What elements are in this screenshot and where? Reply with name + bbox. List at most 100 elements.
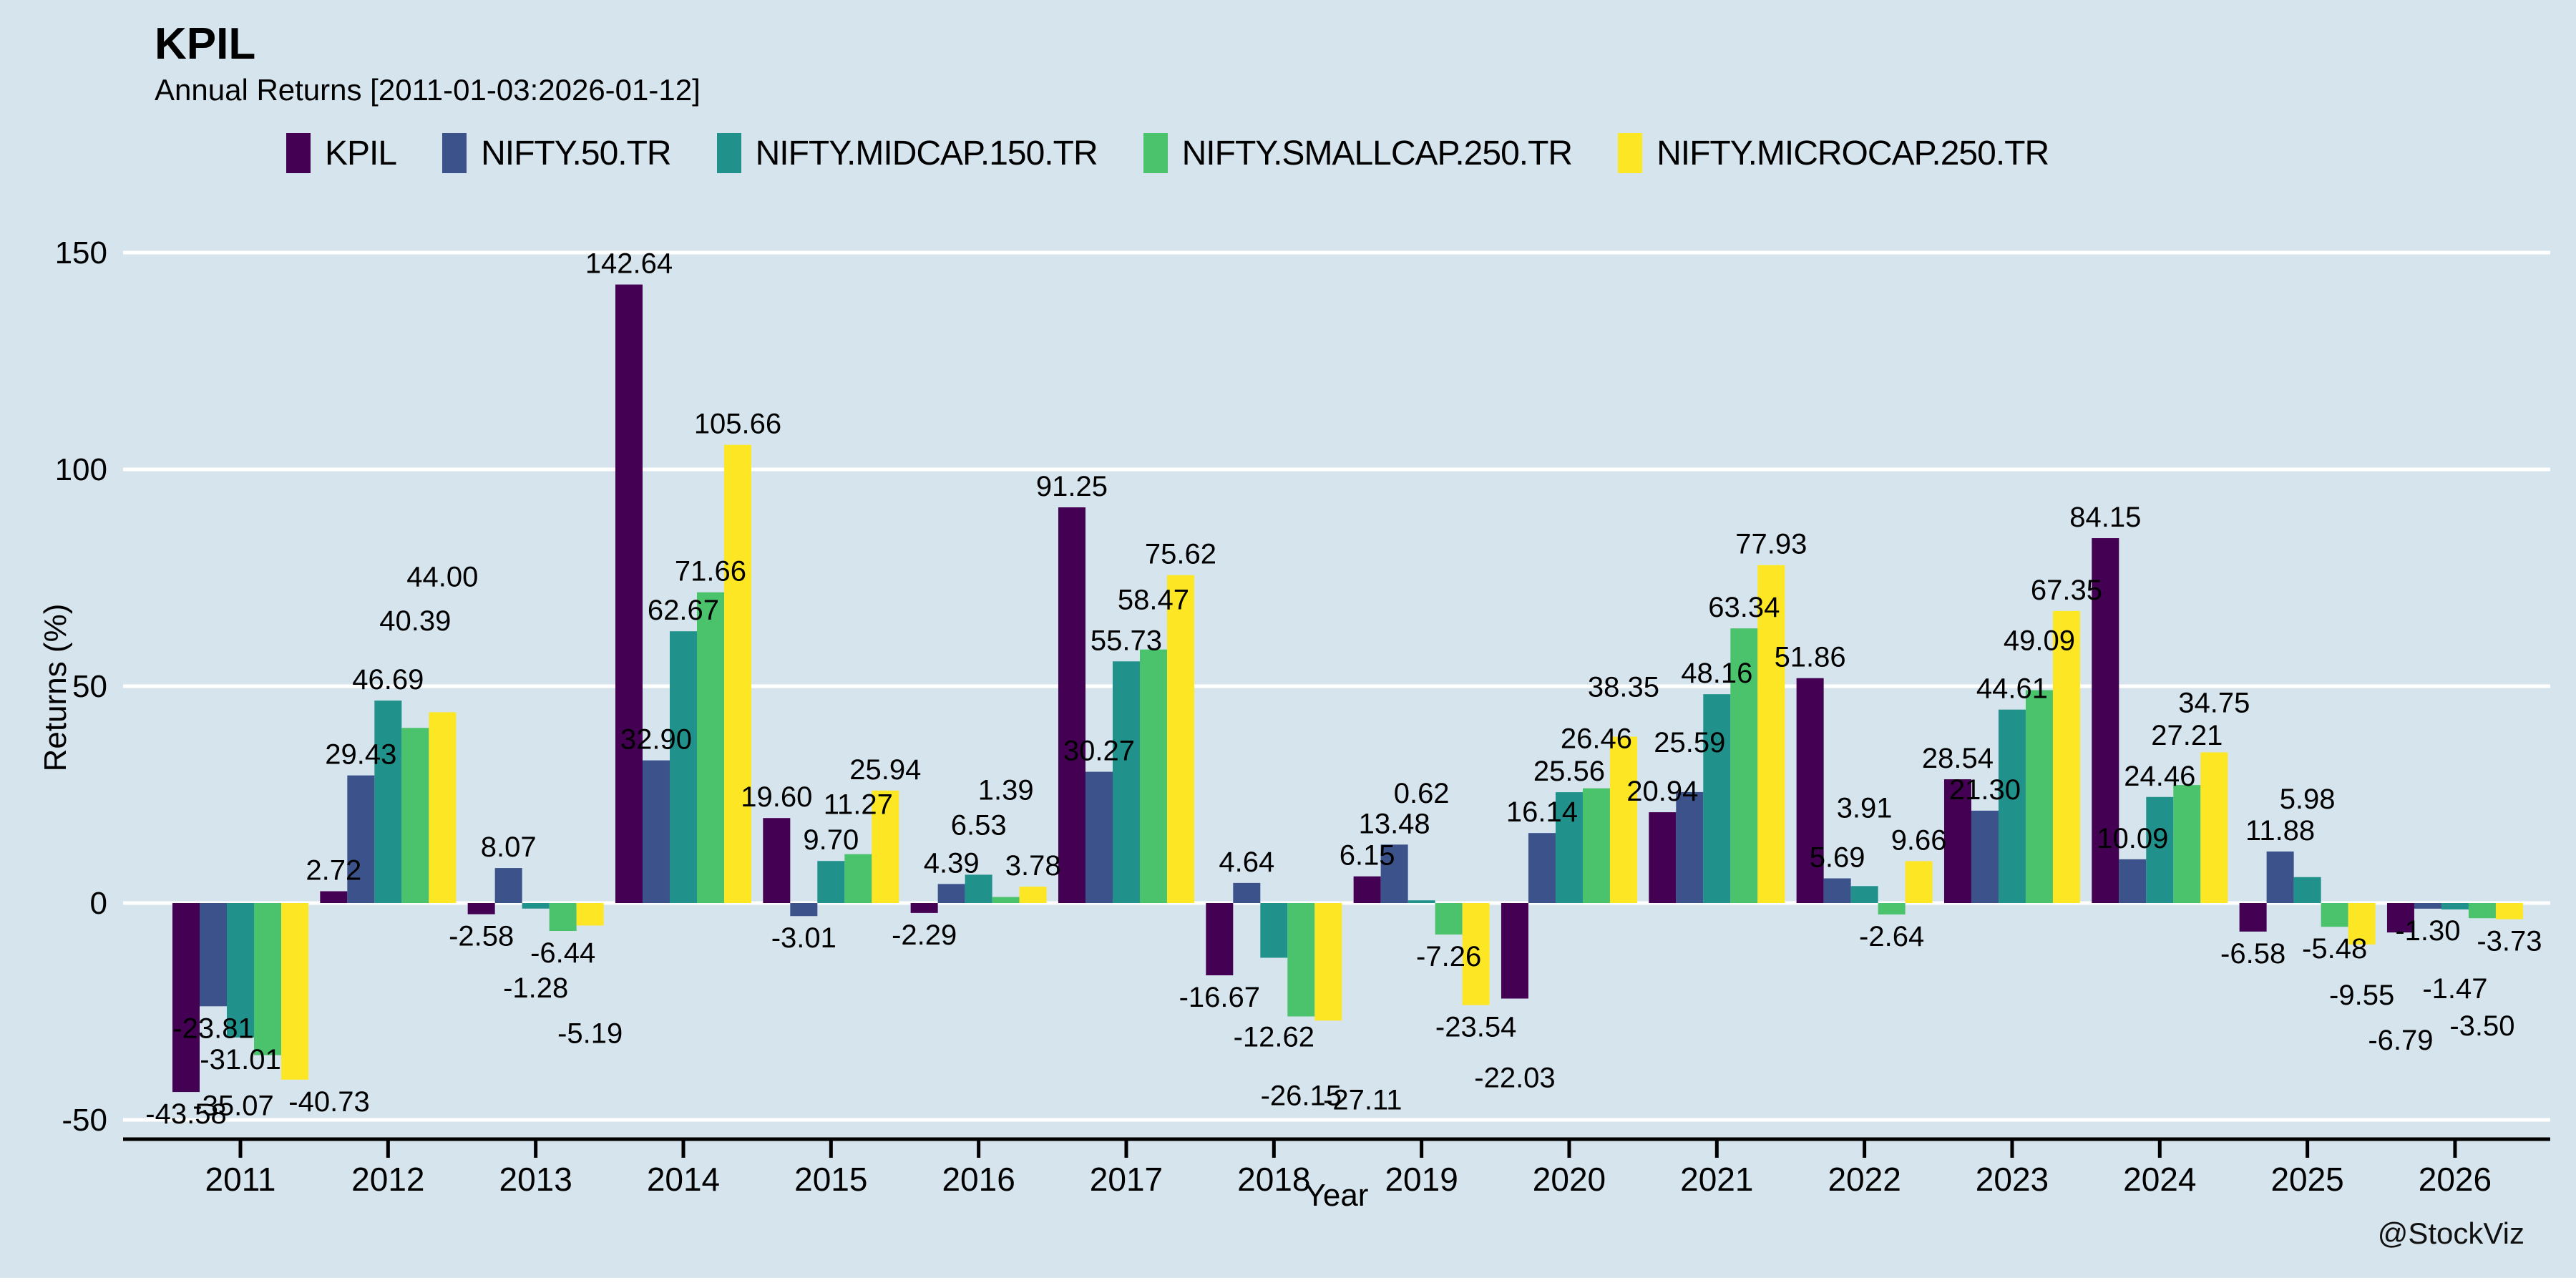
bar-NIFTY.MIDCAP.150.TR-2019 [1407,900,1435,903]
bar-NIFTY.MICROCAP.250.TR-2014 [723,444,751,903]
value-label-KPIL-2023: 28.54 [1922,743,1994,774]
value-label-NIFTY.MIDCAP.150.TR-2020: 25.56 [1533,756,1605,787]
bar-KPIL-2019 [1353,876,1381,903]
value-label-NIFTY.MICROCAP.250.TR-2015: 25.94 [849,754,921,786]
value-label-NIFTY.SMALLCAP.250.TR-2018: -26.15 [1261,1080,1342,1111]
value-label-NIFTY.SMALLCAP.250.TR-2016: 1.39 [978,775,1034,806]
bottom-margin-strip [0,1278,2576,1288]
value-label-NIFTY.MICROCAP.250.TR-2024: 34.75 [2178,687,2250,718]
bar-KPIL-2017 [1058,507,1085,903]
y-axis-title: Returns (%) [38,603,73,772]
bar-NIFTY.SMALLCAP.250.TR-2015 [844,854,872,903]
value-label-NIFTY.SMALLCAP.250.TR-2025: -5.48 [2302,933,2367,965]
value-label-KPIL-2020: -22.03 [1474,1063,1555,1094]
x-tick-label-2021: 2021 [1680,1161,1753,1198]
bar-NIFTY.50.TR-2017 [1085,771,1113,903]
bar-KPIL-2011 [172,903,200,1093]
bar-NIFTY.SMALLCAP.250.TR-2011 [254,903,281,1055]
bar-KPIL-2016 [910,903,938,913]
stockviz-watermark: @StockViz [2377,1216,2524,1250]
y-tick-label-0: 0 [90,886,107,921]
value-label-KPIL-2025: -6.58 [2220,938,2285,970]
x-tick-label-2011: 2011 [205,1161,276,1198]
value-label-NIFTY.MICROCAP.250.TR-2011: -40.73 [288,1086,369,1118]
bar-NIFTY.50.TR-2014 [642,760,670,903]
value-label-NIFTY.50.TR-2016: 4.39 [924,847,980,879]
legend-item-KPIL: KPIL [286,133,397,173]
value-label-KPIL-2021: 20.94 [1626,776,1698,807]
bar-NIFTY.MIDCAP.150.TR-2018 [1260,903,1288,958]
x-tick-label-2013: 2013 [499,1161,572,1198]
x-tick-label-2022: 2022 [1828,1161,1901,1198]
bar-NIFTY.MIDCAP.150.TR-2025 [2293,877,2321,903]
bar-NIFTY.50.TR-2020 [1528,833,1556,903]
bar-KPIL-2022 [1796,678,1824,903]
value-label-NIFTY.SMALLCAP.250.TR-2020: 26.46 [1561,723,1632,755]
value-label-NIFTY.MICROCAP.250.TR-2014: 105.66 [694,409,781,440]
bar-NIFTY.SMALLCAP.250.TR-2024 [2173,785,2201,903]
bar-NIFTY.MICROCAP.250.TR-2026 [2495,903,2523,919]
value-label-NIFTY.MICROCAP.250.TR-2023: 67.35 [2031,575,2102,606]
bar-NIFTY.SMALLCAP.250.TR-2025 [2321,903,2348,927]
legend-item-NIFTY.50.TR: NIFTY.50.TR [442,133,672,173]
bar-NIFTY.MIDCAP.150.TR-2022 [1850,886,1878,903]
value-label-NIFTY.50.TR-2018: 4.64 [1219,847,1274,878]
value-label-NIFTY.SMALLCAP.250.TR-2024: 27.21 [2151,720,2223,751]
value-label-NIFTY.MIDCAP.150.TR-2026: -1.47 [2422,973,2487,1005]
value-label-NIFTY.50.TR-2025: 11.88 [2245,815,2315,847]
value-label-NIFTY.MICROCAP.250.TR-2022: 9.66 [1891,824,1947,856]
x-tick-label-2012: 2012 [351,1161,424,1198]
bar-NIFTY.MICROCAP.250.TR-2013 [576,903,604,926]
bar-NIFTY.MICROCAP.250.TR-2016 [1019,887,1047,903]
bar-NIFTY.MICROCAP.250.TR-2021 [1757,565,1785,903]
bar-NIFTY.MIDCAP.150.TR-2011 [227,903,254,1038]
value-label-NIFTY.50.TR-2011: -23.81 [172,1013,253,1044]
chart-legend: KPIL NIFTY.50.TR NIFTY.MIDCAP.150.TR NIFTY.… [286,133,2049,173]
value-label-NIFTY.SMALLCAP.250.TR-2015: 11.27 [824,789,893,821]
value-label-NIFTY.SMALLCAP.250.TR-2022: -2.64 [1859,921,1924,952]
bar-NIFTY.SMALLCAP.250.TR-2017 [1139,649,1167,903]
bar-NIFTY.MIDCAP.150.TR-2015 [817,861,845,903]
value-label-NIFTY.MIDCAP.150.TR-2014: 62.67 [648,595,719,626]
bar-NIFTY.SMALLCAP.250.TR-2012 [401,728,429,903]
legend-swatch-NIFTY.MICROCAP.250.TR [1618,133,1643,173]
bar-NIFTY.SMALLCAP.250.TR-2016 [992,897,1020,903]
legend-label-NIFTY.MIDCAP.150.TR: NIFTY.MIDCAP.150.TR [755,134,1098,172]
value-label-NIFTY.50.TR-2015: -3.01 [771,922,836,954]
bar-NIFTY.MIDCAP.150.TR-2024 [2146,796,2174,903]
bar-NIFTY.MIDCAP.150.TR-2017 [1112,661,1140,903]
value-label-NIFTY.MIDCAP.150.TR-2023: 44.61 [1976,673,2048,705]
legend-label-NIFTY.50.TR: NIFTY.50.TR [481,134,672,172]
bar-NIFTY.SMALLCAP.250.TR-2019 [1435,903,1463,935]
bar-NIFTY.MICROCAP.250.TR-2019 [1462,903,1490,1005]
value-label-NIFTY.MIDCAP.150.TR-2019: 0.62 [1394,778,1450,809]
bar-NIFTY.MICROCAP.250.TR-2022 [1905,861,1933,903]
bar-NIFTY.MIDCAP.150.TR-2012 [374,701,402,903]
x-tick-label-2026: 2026 [2419,1161,2492,1198]
legend-label-NIFTY.MICROCAP.250.TR: NIFTY.MICROCAP.250.TR [1657,134,2049,172]
value-label-NIFTY.MIDCAP.150.TR-2022: 3.91 [1837,792,1893,824]
value-label-NIFTY.MICROCAP.250.TR-2013: -5.19 [557,1018,623,1049]
bar-NIFTY.SMALLCAP.250.TR-2023 [2025,690,2053,903]
bar-NIFTY.SMALLCAP.250.TR-2014 [696,592,724,903]
value-label-NIFTY.SMALLCAP.250.TR-2021: 63.34 [1708,592,1780,623]
value-label-NIFTY.SMALLCAP.250.TR-2017: 58.47 [1118,585,1189,616]
legend-label-NIFTY.SMALLCAP.250.TR: NIFTY.SMALLCAP.250.TR [1181,134,1573,172]
value-label-NIFTY.MICROCAP.250.TR-2018: -27.11 [1323,1084,1402,1116]
bar-NIFTY.MIDCAP.150.TR-2020 [1555,792,1583,903]
bar-NIFTY.50.TR-2024 [2119,859,2147,903]
value-label-NIFTY.50.TR-2012: 29.43 [325,739,396,771]
legend-swatch-NIFTY.50.TR [442,133,467,173]
bar-NIFTY.MICROCAP.250.TR-2018 [1314,903,1342,1021]
value-label-NIFTY.MIDCAP.150.TR-2013: -1.28 [503,972,568,1004]
bar-KPIL-2025 [2239,903,2267,932]
bar-NIFTY.50.TR-2022 [1823,878,1851,903]
bar-NIFTY.MIDCAP.150.TR-2014 [669,631,697,903]
value-label-NIFTY.SMALLCAP.250.TR-2023: 49.09 [2004,625,2075,657]
value-label-KPIL-2012: 2.72 [306,855,361,887]
value-label-NIFTY.SMALLCAP.250.TR-2012: 40.39 [379,605,451,637]
bar-NIFTY.50.TR-2023 [1971,810,1999,903]
x-tick-label-2017: 2017 [1090,1161,1163,1198]
value-label-NIFTY.50.TR-2021: 25.59 [1654,727,1725,758]
